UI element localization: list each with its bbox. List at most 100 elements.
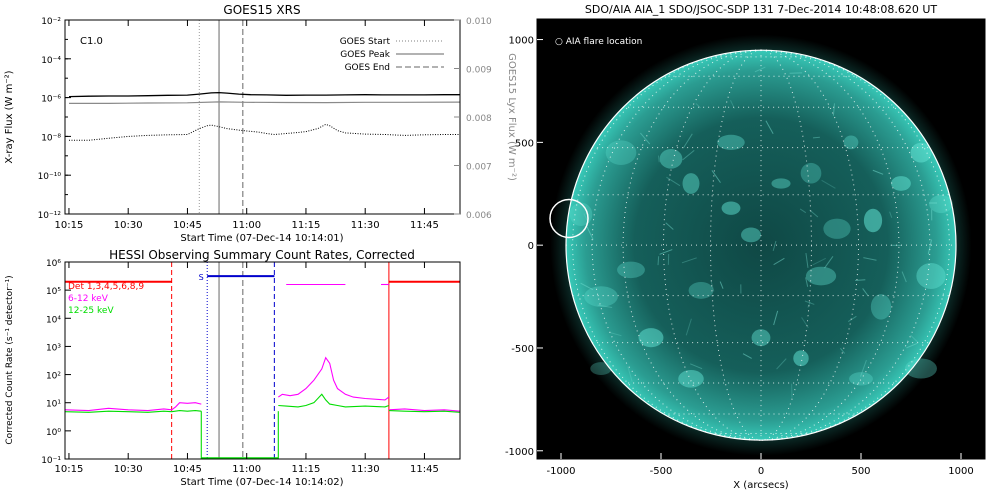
aia-active-region: [823, 219, 850, 239]
aia-x-tick-label: -1000: [546, 466, 575, 477]
aia-active-region: [771, 178, 790, 188]
goes-plot-area: [69, 20, 460, 214]
hessi-x-tick-label: 11:00: [232, 464, 261, 475]
aia-panel: SDO/AIA AIA_1 SDO/JSOC-SDP 131 7-Dec-201…: [505, 3, 985, 491]
aia-active-region: [793, 350, 808, 366]
goes-y-axis-label: X-ray Flux (W m⁻²): [4, 70, 15, 163]
aia-x-tick-label: 500: [851, 466, 870, 477]
aia-active-region: [590, 362, 611, 375]
aia-active-region: [741, 228, 761, 243]
hessi-y-tick-label: 10¹: [46, 400, 61, 410]
aia-active-region: [752, 329, 771, 346]
aia-x-axis-label: X (arcsecs): [733, 480, 789, 491]
aia-y-tick-label: -1000: [505, 447, 534, 458]
aia-x-tick-label: -500: [650, 466, 673, 477]
goes-right-axis-label: GOES15 Lyx Flux (W m⁻²): [506, 53, 517, 181]
hessi-y-tick-label: 10⁴: [46, 315, 61, 325]
goes-y-tick-label: 10⁻¹⁰: [38, 172, 62, 182]
goes-y-tick-label: 10⁻⁸: [41, 133, 61, 143]
aia-active-region: [916, 263, 945, 289]
goes-y-tick-label: 10⁻⁴: [41, 56, 61, 66]
aia-active-region: [891, 176, 911, 191]
goes-axes: 10:15 10:30 10:45 11:00 11:15 11:30 11:45 10⁻¹²…: [38, 17, 492, 231]
goes-legend-label: GOES Start: [340, 37, 391, 47]
goes-y-tick-label: 10⁻¹²: [38, 211, 62, 221]
aia-coronal-strand: [658, 256, 659, 265]
hessi-x-tick-label: 11:15: [292, 464, 321, 475]
goes-x-tick-label: 11:45: [410, 220, 439, 231]
aia-active-region: [717, 135, 744, 150]
goes-plot-frame: [65, 20, 460, 214]
hessi-x-tick-label: 10:45: [173, 464, 202, 475]
aia-active-region: [639, 328, 664, 347]
hessi-legend-label: 6-12 keV: [68, 294, 109, 304]
hessi-x-axis-label: Start Time (07-Dec-14 10:14:02): [180, 477, 343, 488]
goes-y2-tick-label: 0.008: [466, 114, 492, 124]
aia-active-region: [801, 163, 822, 184]
aia-active-region: [683, 173, 700, 194]
aia-active-region: [722, 201, 741, 214]
hessi-legend-label: Det 1,3,4,5,6,8,9: [68, 282, 144, 292]
aia-coronal-strand: [813, 137, 820, 138]
goes-x-tick-label: 11:30: [351, 220, 380, 231]
aia-y-tick-label: 1000: [509, 36, 534, 47]
hessi-legend-label: 12-25 keV: [68, 306, 114, 316]
goes-flare-class: C1.0: [80, 36, 103, 47]
aia-active-region: [929, 195, 953, 213]
goes-y2-tick-label: 0.006: [466, 211, 492, 221]
hessi-series-2: [278, 394, 389, 407]
goes-legend-label: GOES Peak: [340, 50, 390, 60]
aia-active-region: [689, 282, 714, 299]
aia-active-region: [570, 203, 593, 226]
hessi-y-tick-label: 10⁶: [46, 259, 61, 269]
goes-y2-tick-label: 0.010: [466, 17, 492, 27]
goes-legend-label: GOES End: [345, 63, 390, 73]
hessi-y-tick-label: 10⁵: [46, 287, 61, 297]
aia-active-region: [660, 149, 683, 169]
aia-active-region: [617, 262, 645, 278]
hessi-state-label: S: [199, 273, 204, 282]
aia-active-region: [905, 359, 937, 379]
goes-x-tick-label: 10:15: [55, 220, 84, 231]
hessi-y-tick-label: 10⁰: [46, 428, 61, 438]
aia-x-tick-label: 0: [758, 466, 764, 477]
aia-y-tick-label: -500: [511, 344, 534, 355]
goes-x-tick-label: 11:00: [232, 220, 261, 231]
goes-y2-tick-label: 0.009: [466, 66, 492, 76]
aia-active-region: [871, 294, 891, 320]
hessi-legend: Det 1,3,4,5,6,8,9 6-12 keV 12-25 keV: [68, 282, 144, 316]
aia-active-region: [678, 370, 704, 388]
goes-series-long: [69, 93, 460, 97]
aia-flare-location-label: ○ AIA flare location: [555, 37, 642, 47]
hessi-series-1: [278, 358, 389, 400]
hessi-y-tick-label: 10³: [46, 343, 61, 353]
goes-legend: GOES Start GOES Peak GOES End: [340, 37, 444, 73]
hessi-x-tick-label: 11:45: [410, 464, 439, 475]
goes-y-tick-label: 10⁻²: [41, 17, 61, 27]
aia-y-tick-label: 0: [528, 241, 534, 252]
hessi-series-1: [65, 403, 201, 411]
goes-x-tick-label: 10:30: [114, 220, 143, 231]
hessi-x-tick-label: 10:30: [114, 464, 143, 475]
goes-y2-tick-label: 0.007: [466, 163, 492, 173]
hessi-title: HESSI Observing Summary Count Rates, Cor…: [109, 248, 415, 262]
hessi-y-axis-label: Corrected Count Rate (s⁻¹ detector⁻¹): [5, 275, 15, 444]
goes-x-axis-label: Start Time (07-Dec-14 10:14:01): [180, 233, 343, 244]
hessi-panel: HESSI Observing Summary Count Rates, Cor…: [5, 248, 460, 488]
goes-series-long_lyx: [69, 102, 460, 104]
goes-x-tick-label: 11:15: [292, 220, 321, 231]
aia-active-region: [864, 209, 882, 233]
aia-x-tick-label: 1000: [948, 466, 973, 477]
aia-active-region: [584, 286, 618, 307]
aia-active-region: [844, 136, 859, 150]
hessi-y-tick-label: 10²: [46, 372, 61, 382]
hessi-y-tick-label: 10⁻¹: [41, 456, 61, 466]
goes-x-tick-label: 10:45: [173, 220, 202, 231]
aia-title: SDO/AIA AIA_1 SDO/JSOC-SDP 131 7-Dec-201…: [585, 3, 937, 16]
goes-series-short: [69, 124, 460, 140]
aia-y-tick-label: 500: [515, 138, 534, 149]
aia-image-area: [550, 35, 972, 456]
